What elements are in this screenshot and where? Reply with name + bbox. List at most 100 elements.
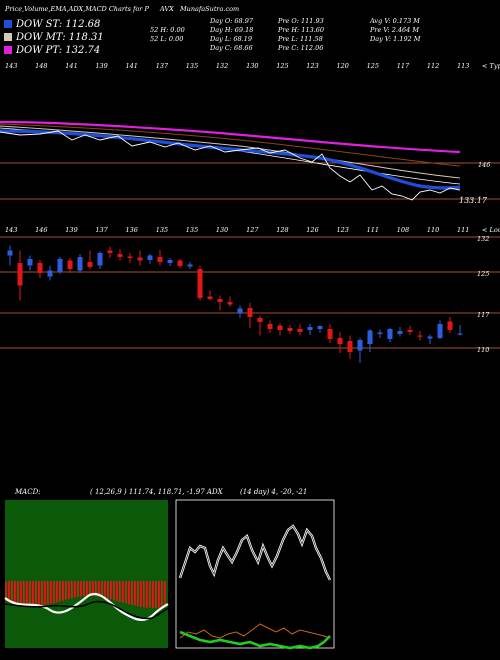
top-label: 120: [337, 62, 349, 70]
stat-52-low: 52 L: 0.00: [150, 35, 184, 43]
macd-bar: [161, 581, 163, 608]
chart-title: Price,Volume,EMA,ADX,MACD Charts for P: [5, 5, 149, 13]
macd-bar: [116, 581, 118, 601]
dow-st-swatch: [4, 20, 12, 28]
price-label-110: 110: [477, 346, 489, 354]
ema-panel: 143 148 141 139 141 137 135 132 130 125 123 120 125 1…: [0, 62, 500, 205]
macd-bar: [155, 581, 157, 608]
stat-pre-close: Pre C: 112.06: [278, 44, 324, 52]
candle-body: [237, 308, 243, 313]
candle-body: [127, 256, 133, 258]
stats-prev: Pre O: 111.93 Pre H: 113.60 Pre L: 111.5…: [278, 17, 324, 53]
macd-bar: [65, 581, 67, 600]
candle-body: [397, 331, 403, 334]
top-label: 123: [337, 226, 349, 234]
stat-pre-open: Pre O: 111.93: [278, 17, 324, 25]
macd-bar: [29, 581, 31, 606]
candle-body: [297, 329, 303, 332]
macd-bar: [71, 581, 73, 599]
top-label: 135: [186, 62, 198, 70]
macd-bar: [101, 581, 103, 598]
top-label: 123: [306, 62, 318, 70]
macd-bar: [53, 581, 55, 604]
top-label: 136: [126, 226, 138, 234]
price-label-132: 132: [477, 235, 489, 243]
macd-bar: [83, 581, 85, 597]
top-label: 130: [246, 62, 258, 70]
macd-bar: [143, 581, 145, 608]
macd-bar: [41, 581, 43, 606]
adx-background: [175, 499, 335, 649]
candle-corner-label: < Loum: [482, 226, 500, 234]
stats-volume: Avg V: 0.173 M Pre V: 2.464 M Day V: 1.1…: [370, 17, 420, 44]
candle-body: [77, 257, 83, 271]
adx-minus-di-line: [179, 525, 331, 581]
macd-bar: [92, 581, 94, 597]
stat-day-open: Day O: 68.97: [210, 17, 254, 25]
dow-st-legend: DOW ST: 112.68: [4, 19, 100, 30]
top-label: 117: [397, 62, 410, 70]
macd-bar: [8, 581, 10, 602]
candle-body: [67, 260, 73, 269]
dow-pt-label: DOW PT: 132.74: [16, 45, 101, 56]
macd-bar: [104, 581, 106, 598]
candle-body: [117, 254, 123, 257]
adx-green-line: [179, 630, 331, 650]
candle-body: [347, 341, 353, 352]
macd-bar: [35, 581, 37, 606]
macd-bar: [107, 581, 109, 599]
macd-bar: [56, 581, 58, 603]
candle-body: [177, 260, 183, 266]
top-label: 111: [457, 226, 469, 234]
macd-values: ( 12,26,9 ) 111.74, 118.71, -1.97 ADX: [90, 488, 224, 496]
macd-bar: [5, 581, 7, 601]
macd-bar: [77, 581, 79, 597]
candle-body: [147, 255, 153, 260]
adx-panel: [175, 499, 335, 650]
macd-bar: [59, 581, 61, 602]
candle-body: [387, 329, 393, 339]
macd-label: MACD:: [14, 488, 41, 496]
candle-body: [357, 340, 363, 351]
candle-body: [227, 302, 233, 305]
candles: [7, 245, 463, 363]
candle-body: [337, 338, 343, 344]
macd-bar: [62, 581, 64, 601]
candle-body: [47, 270, 53, 277]
price-line: [0, 130, 461, 201]
ema-corner-label: < Type: [482, 62, 500, 70]
macd-bar: [128, 581, 130, 605]
macd-signal-line: [4, 600, 169, 620]
stat-pre-volume: Pre V: 2.464 M: [370, 26, 420, 34]
stat-day-low: Day L: 68.19: [210, 35, 253, 43]
candle-body: [167, 260, 173, 263]
macd-bar: [32, 581, 34, 606]
dow-mt-swatch: [4, 33, 12, 41]
top-label: 135: [186, 226, 198, 234]
candle-panel: 143 146 139 137 136 135 135 130 127 128 126 123 111 1…: [0, 226, 500, 363]
top-label: 139: [95, 62, 107, 70]
candle-body: [417, 335, 423, 337]
candle-body: [367, 330, 373, 344]
macd-bar: [86, 581, 88, 596]
stat-pre-high: Pre H: 113.60: [278, 26, 325, 34]
macd-bar: [47, 581, 49, 605]
price-label-117: 117: [477, 311, 490, 319]
candle-top-labels: 143 146 139 137 136 135 135 130 127 128 126 123 111 1…: [5, 226, 469, 234]
macd-bar: [38, 581, 40, 606]
stat-avg-volume: Avg V: 0.173 M: [370, 17, 420, 25]
top-label: 112: [427, 62, 439, 70]
candle-body: [407, 330, 413, 332]
site-name: MunafaSutra.com: [180, 5, 240, 13]
candle-body: [87, 262, 93, 267]
stat-day-close: Day C: 68.66: [210, 44, 253, 52]
macd-bar: [149, 581, 151, 608]
top-label: 137: [156, 62, 169, 70]
stats-day: Day O: 68.97 Day H: 69.18 Day L: 68.19 D…: [210, 17, 253, 53]
top-label: 141: [65, 62, 77, 70]
dow-pt-swatch: [4, 46, 12, 54]
macd-bar: [20, 581, 22, 605]
macd-bar: [26, 581, 28, 606]
stat-day-volume: Day V: 1.192 M: [370, 35, 421, 43]
macd-bar: [74, 581, 76, 598]
